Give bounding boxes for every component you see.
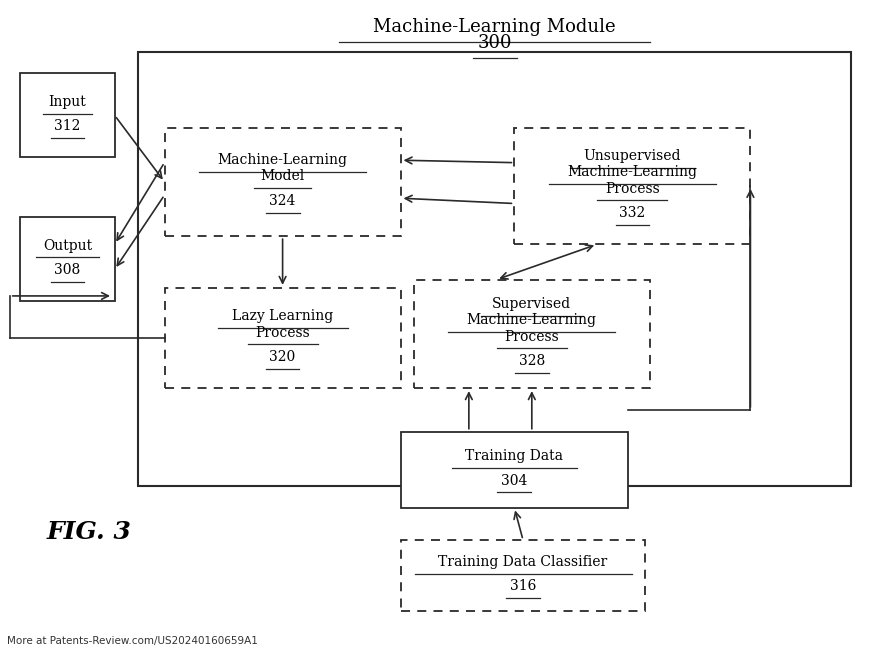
Text: Output: Output xyxy=(43,238,92,253)
Text: Process: Process xyxy=(605,182,660,196)
Text: Training Data Classifier: Training Data Classifier xyxy=(438,555,608,569)
FancyBboxPatch shape xyxy=(165,127,400,237)
Text: Process: Process xyxy=(255,326,310,340)
Text: Lazy Learning: Lazy Learning xyxy=(232,309,334,323)
Text: 328: 328 xyxy=(518,354,545,368)
Text: 312: 312 xyxy=(55,120,81,133)
Text: Process: Process xyxy=(504,330,559,344)
FancyBboxPatch shape xyxy=(20,74,114,158)
Text: 332: 332 xyxy=(620,206,646,220)
FancyBboxPatch shape xyxy=(414,280,649,388)
Text: 300: 300 xyxy=(478,35,512,53)
FancyBboxPatch shape xyxy=(400,540,646,611)
Text: 320: 320 xyxy=(269,350,296,364)
FancyBboxPatch shape xyxy=(514,127,751,244)
FancyBboxPatch shape xyxy=(20,217,114,302)
FancyBboxPatch shape xyxy=(165,288,400,388)
Text: More at Patents-Review.com/US20240160659A1: More at Patents-Review.com/US20240160659… xyxy=(7,636,258,646)
Text: Unsupervised: Unsupervised xyxy=(583,149,681,163)
Text: 324: 324 xyxy=(269,194,296,208)
Text: FIG. 3: FIG. 3 xyxy=(47,520,131,544)
FancyBboxPatch shape xyxy=(138,52,851,486)
Text: 308: 308 xyxy=(55,263,81,277)
Text: Model: Model xyxy=(260,170,304,183)
Text: Machine-Learning Module: Machine-Learning Module xyxy=(373,18,616,36)
Text: 304: 304 xyxy=(501,474,527,487)
Text: Machine-Learning: Machine-Learning xyxy=(466,313,597,327)
Text: Training Data: Training Data xyxy=(466,449,563,463)
Text: Machine-Learning: Machine-Learning xyxy=(217,153,348,168)
Text: Machine-Learning: Machine-Learning xyxy=(568,166,697,179)
Text: 316: 316 xyxy=(510,579,536,593)
FancyBboxPatch shape xyxy=(400,432,628,508)
Text: Input: Input xyxy=(48,95,86,109)
Text: Supervised: Supervised xyxy=(492,297,571,311)
